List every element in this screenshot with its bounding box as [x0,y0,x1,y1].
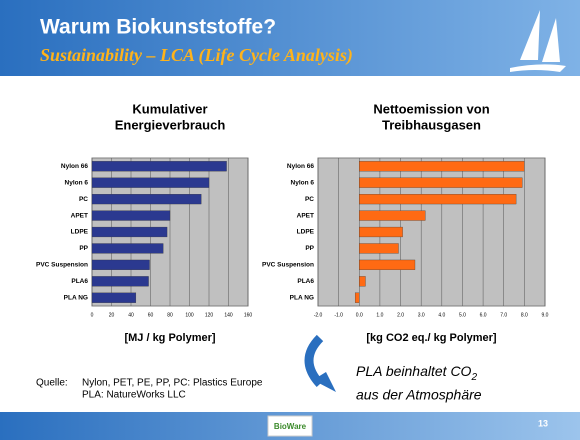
header [0,0,580,76]
y-tick-label: APET [297,212,314,219]
x-axis-label: [MJ / kg Polymer] [124,332,215,344]
x-tick-label: 120 [205,312,214,318]
x-tick-label: 40 [128,312,134,318]
bar [91,259,150,270]
y-tick-label: PLA NG [290,294,314,301]
x-tick-label: 60 [148,312,154,318]
x-tick-label: 140 [224,312,233,318]
y-tick-label: PLA6 [71,278,88,285]
x-tick-label: 5.0 [459,312,466,318]
x-tick-label: 8.0 [521,312,528,318]
x-tick-label: 9.0 [542,312,549,318]
x-tick-label: 4.0 [438,312,445,318]
bar [359,259,416,270]
y-tick-label: PVC Suspension [36,262,88,269]
source-line: Nylon, PET, PE, PP, PC: Plastics Europe [82,378,263,389]
y-tick-label: PP [79,245,88,252]
page-number: 13 [538,418,548,428]
x-tick-label: 0.0 [356,312,363,318]
source-line: PLA: NatureWorks LLC [82,390,186,401]
x-tick-label: -2.0 [314,312,323,318]
bar [91,243,164,254]
x-axis-label: [kg CO2 eq./ kg Polymer] [366,332,497,344]
x-tick-label: 1.0 [376,312,383,318]
note: PLA beinhaltet CO2 [356,363,477,383]
arrow-head [313,372,336,392]
source-label: Quelle: [36,378,68,389]
bar [359,276,366,287]
x-tick-label: 100 [185,312,194,318]
y-tick-label: PC [305,196,314,203]
sail-logo [510,10,566,72]
bar [91,292,137,303]
x-tick-label: 80 [167,312,173,318]
chart-title: Nettoemission von [373,101,489,116]
chart-title: Kumulativer [132,101,207,116]
y-tick-label: Nylon 6 [291,179,315,186]
bar [359,243,399,254]
bar [359,210,426,221]
x-tick-label: -1.0 [334,312,343,318]
slide-subtitle: Sustainability – LCA (Life Cycle Analysi… [40,45,353,66]
bar [359,161,525,172]
bar [91,226,168,238]
y-tick-label: LDPE [297,229,315,236]
bar [91,194,202,205]
x-tick-label: 0 [91,312,94,318]
bar [91,177,210,188]
x-tick-label: 7.0 [500,312,507,318]
logo: BioWare [274,422,307,431]
bar [359,226,403,238]
logo-box [267,415,313,437]
y-tick-label: APET [71,212,88,219]
bar [91,276,149,287]
note-text: PLA beinhaltet CO [356,363,472,379]
slide-title: Warum Biokunststoffe? [40,16,276,39]
x-tick-label: 3.0 [418,312,425,318]
chart-title: Treibhausgasen [382,117,481,132]
y-tick-label: LDPE [71,229,89,236]
y-tick-label: Nylon 66 [61,163,88,170]
chart-title: Energieverbrauch [115,117,226,132]
bar [359,177,523,188]
y-tick-label: PLA6 [297,278,314,285]
bar [359,194,517,205]
y-tick-label: PLA NG [64,294,88,301]
y-tick-label: PVC Suspension [262,262,314,269]
note-subscript: 2 [470,372,477,383]
bar [354,292,360,303]
y-tick-label: Nylon 6 [65,179,89,186]
x-tick-label: 160 [244,312,253,318]
y-tick-label: Nylon 66 [287,163,314,170]
y-tick-label: PC [79,196,88,203]
bar [91,161,227,172]
y-tick-label: PP [305,245,314,252]
x-tick-label: 20 [109,312,115,318]
x-tick-label: 6.0 [480,312,487,318]
bar [91,210,171,221]
x-tick-label: 2.0 [397,312,404,318]
note: aus der Atmosphäre [356,387,482,403]
